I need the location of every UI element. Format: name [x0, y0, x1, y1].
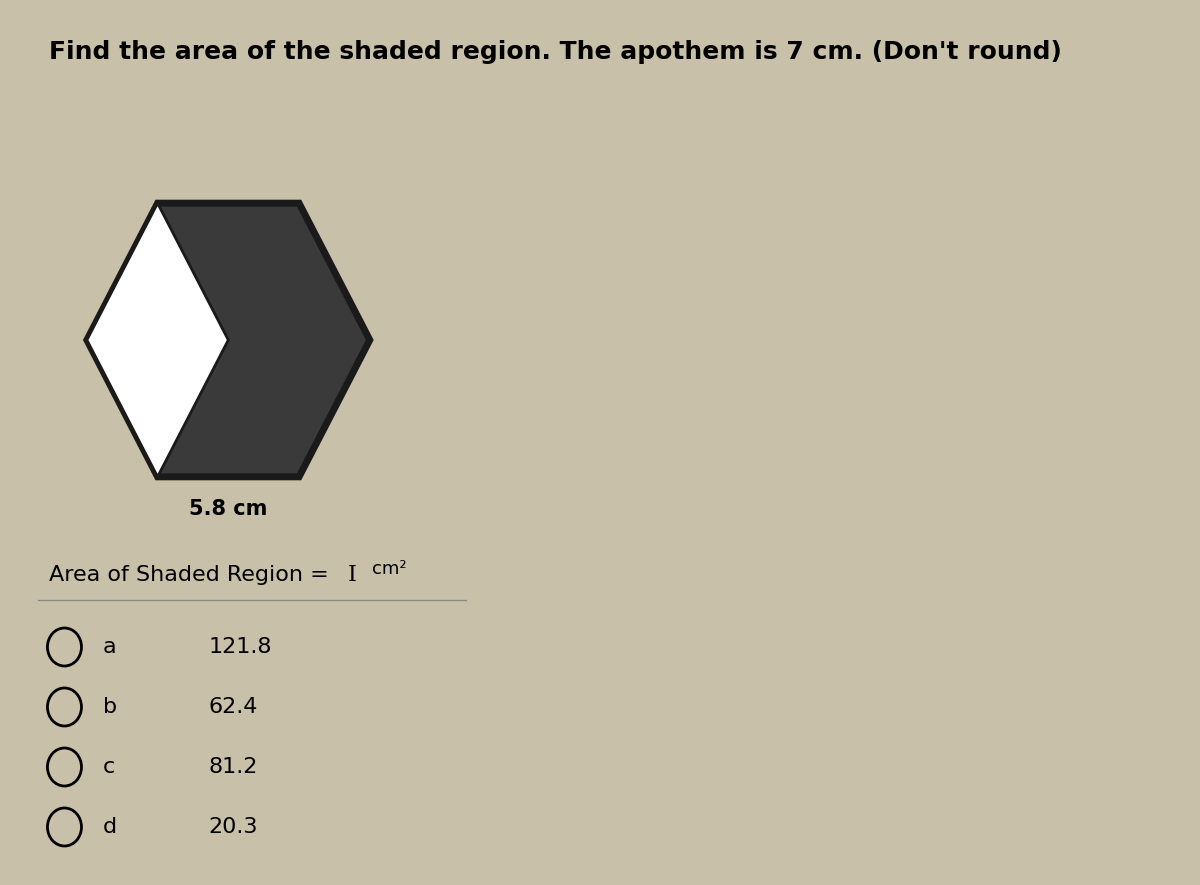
Text: a: a	[103, 637, 116, 657]
Polygon shape	[86, 204, 228, 477]
Text: c: c	[103, 757, 115, 777]
Text: 81.2: 81.2	[209, 757, 258, 777]
Text: I: I	[348, 564, 356, 586]
Polygon shape	[86, 204, 370, 477]
Text: 20.3: 20.3	[209, 817, 258, 837]
Text: 62.4: 62.4	[209, 697, 258, 717]
Text: Area of Shaded Region =: Area of Shaded Region =	[49, 565, 336, 585]
Text: Find the area of the shaded region. The apothem is 7 cm. (Don't round): Find the area of the shaded region. The …	[49, 40, 1062, 64]
Text: 121.8: 121.8	[209, 637, 272, 657]
Text: cm²: cm²	[372, 560, 407, 578]
Text: b: b	[103, 697, 118, 717]
Text: d: d	[103, 817, 118, 837]
Text: 5.8 cm: 5.8 cm	[190, 499, 268, 519]
